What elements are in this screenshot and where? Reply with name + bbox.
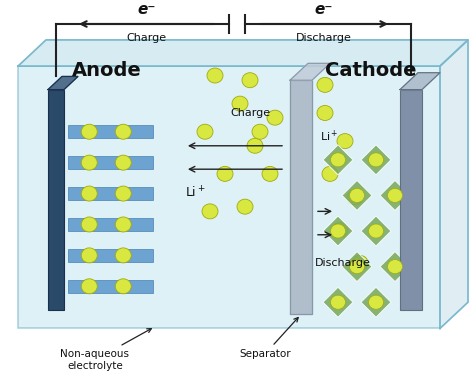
Circle shape (242, 73, 258, 88)
Bar (48, 90, 64, 310)
Circle shape (349, 260, 365, 274)
Circle shape (81, 186, 97, 201)
Circle shape (81, 248, 97, 263)
Polygon shape (440, 40, 468, 328)
Polygon shape (323, 216, 353, 246)
FancyBboxPatch shape (18, 66, 440, 328)
Circle shape (368, 153, 383, 167)
Text: Separator: Separator (239, 317, 298, 359)
Circle shape (267, 110, 283, 125)
Circle shape (115, 155, 131, 170)
Circle shape (115, 186, 131, 201)
Bar (68, 249, 153, 262)
Circle shape (322, 166, 338, 182)
Circle shape (202, 204, 218, 219)
Text: Cathode: Cathode (325, 61, 417, 80)
Polygon shape (290, 80, 312, 314)
Circle shape (330, 153, 346, 167)
Circle shape (317, 106, 333, 121)
Text: Anode: Anode (72, 61, 142, 80)
Bar (68, 218, 153, 231)
Text: Li$^+$: Li$^+$ (320, 129, 338, 144)
Circle shape (252, 124, 268, 139)
Circle shape (368, 224, 383, 238)
Circle shape (81, 279, 97, 294)
Circle shape (337, 134, 353, 148)
Polygon shape (48, 77, 78, 90)
Text: Li$^+$: Li$^+$ (185, 185, 205, 200)
Circle shape (368, 295, 383, 309)
Polygon shape (323, 287, 353, 317)
Circle shape (115, 279, 131, 294)
Circle shape (207, 68, 223, 83)
Circle shape (332, 222, 348, 238)
Bar (68, 187, 153, 200)
Circle shape (81, 217, 97, 232)
Polygon shape (342, 180, 372, 211)
Circle shape (81, 155, 97, 170)
Circle shape (347, 190, 363, 205)
Polygon shape (342, 251, 372, 282)
Circle shape (237, 199, 253, 214)
Circle shape (232, 96, 248, 111)
Text: Charge: Charge (230, 108, 270, 118)
Text: Discharge: Discharge (296, 33, 352, 44)
Circle shape (388, 260, 402, 274)
Circle shape (317, 77, 333, 92)
Circle shape (115, 248, 131, 263)
Circle shape (197, 124, 213, 139)
Polygon shape (361, 216, 391, 246)
Polygon shape (18, 40, 468, 66)
Bar (68, 280, 153, 293)
Bar (400, 90, 422, 310)
Polygon shape (380, 180, 410, 211)
Polygon shape (400, 73, 440, 90)
Text: e⁻: e⁻ (137, 1, 155, 16)
Circle shape (262, 166, 278, 182)
Polygon shape (290, 63, 330, 80)
Text: Charge: Charge (127, 33, 166, 44)
Circle shape (352, 256, 368, 270)
Bar (68, 156, 153, 169)
Polygon shape (323, 145, 353, 175)
Circle shape (115, 124, 131, 139)
Bar (68, 125, 153, 138)
Circle shape (330, 224, 346, 238)
Circle shape (217, 166, 233, 182)
Text: Non-aqueous
electrolyte: Non-aqueous electrolyte (61, 328, 151, 371)
Circle shape (388, 188, 402, 202)
Text: Discharge: Discharge (315, 258, 371, 268)
Circle shape (330, 295, 346, 309)
Circle shape (349, 188, 365, 202)
Text: e⁻: e⁻ (315, 1, 333, 16)
Circle shape (81, 124, 97, 139)
Polygon shape (380, 251, 410, 282)
Circle shape (247, 138, 263, 153)
Polygon shape (361, 145, 391, 175)
Circle shape (115, 217, 131, 232)
Polygon shape (361, 287, 391, 317)
